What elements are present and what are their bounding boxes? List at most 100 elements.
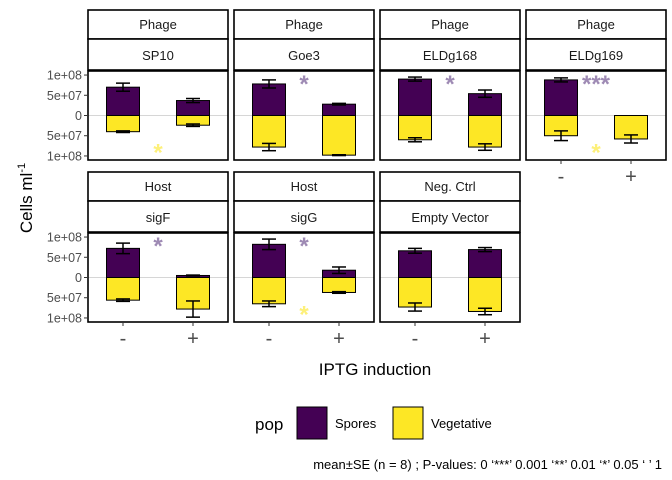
bar-vegetative xyxy=(106,277,140,301)
facet-strip-inner xyxy=(379,38,521,71)
y-tick-label: 1e+08 xyxy=(47,311,82,325)
panel-border xyxy=(379,232,521,323)
x-axis-title: IPTG induction xyxy=(319,360,431,379)
bar-vegetative xyxy=(398,115,432,141)
bar-group-minus xyxy=(106,86,140,133)
significance-vegetative: * xyxy=(299,302,309,329)
bar-vegetative xyxy=(322,115,356,156)
facet-strip-outer xyxy=(379,9,521,40)
facet-strip-inner xyxy=(525,38,667,71)
x-tick-label: - xyxy=(266,328,273,350)
significance-spores: * xyxy=(299,71,309,98)
bar-group-minus xyxy=(398,78,432,141)
bar-spores xyxy=(544,79,578,116)
facet-strip-inner-label: Empty Vector xyxy=(411,210,489,225)
y-tick-label: 1e+08 xyxy=(47,149,82,163)
bar-group-plus xyxy=(468,93,502,148)
error-bar-vegetative xyxy=(332,153,346,157)
bar-group-plus xyxy=(468,249,502,312)
legend: pop Spores Vegetative xyxy=(255,406,492,440)
facet-strip-inner-label: Goe3 xyxy=(288,48,320,63)
bar-vegetative xyxy=(468,115,502,148)
facet-strip-inner-label: sigG xyxy=(291,210,318,225)
facet-strip-inner xyxy=(87,200,229,233)
facet-strip-outer xyxy=(525,9,667,40)
y-tick-label: 5e+07 xyxy=(47,291,82,305)
panel-border xyxy=(233,70,375,161)
error-bar-spores xyxy=(332,102,346,106)
significance-spores: * xyxy=(299,233,309,260)
panel-border xyxy=(379,70,521,161)
facet-strip-inner-label: ELDg169 xyxy=(569,48,623,63)
error-bar-spores xyxy=(262,79,276,89)
error-bar-vegetative xyxy=(478,307,492,316)
error-bar-spores xyxy=(478,246,492,253)
significance-vegetative: * xyxy=(591,140,601,167)
bar-group-minus xyxy=(106,247,140,301)
error-bar-vegetative xyxy=(262,300,276,308)
error-bar-vegetative xyxy=(186,300,200,318)
bar-spores xyxy=(468,249,502,279)
y-tick-label: 5e+07 xyxy=(47,251,82,265)
facet-strip-outer-label: Phage xyxy=(577,17,615,32)
panel-border xyxy=(233,232,375,323)
bar-spores xyxy=(252,83,286,117)
facet-strip-outer-label: Neg. Ctrl xyxy=(424,179,475,194)
error-bar-vegetative xyxy=(332,290,346,295)
error-bar-vegetative xyxy=(624,134,638,144)
caption: mean±SE (n = 8) ; P-values: 0 ‘***’ 0.00… xyxy=(313,457,662,472)
bar-group-plus xyxy=(176,100,210,126)
legend-key-vegetative xyxy=(392,406,424,440)
facet-strip-outer xyxy=(233,171,375,202)
error-bar-spores xyxy=(408,247,422,254)
bar-group-minus xyxy=(398,250,432,308)
facet-strip-outer xyxy=(87,171,229,202)
bar-group-minus xyxy=(252,83,286,148)
legend-label-vegetative: Vegetative xyxy=(431,416,492,431)
significance-spores: * xyxy=(445,71,455,98)
facet-strip-outer-label: Host xyxy=(291,179,318,194)
y-tick-label: 0 xyxy=(75,271,82,285)
legend-label-spores: Spores xyxy=(335,416,377,431)
facet-strip-outer-label: Phage xyxy=(139,17,177,32)
error-bar-spores xyxy=(116,242,130,255)
legend-key-spores xyxy=(296,406,328,440)
facet-strip-inner-label: SP10 xyxy=(142,48,174,63)
error-bar-spores xyxy=(116,82,130,92)
bar-group-minus xyxy=(252,243,286,305)
x-tick-label: - xyxy=(120,328,127,350)
error-bar-spores xyxy=(408,76,422,82)
bar-group-plus xyxy=(322,103,356,156)
y-tick-label: 0 xyxy=(75,109,82,123)
bar-spores xyxy=(322,103,356,117)
error-bar-spores xyxy=(332,266,346,275)
x-tick-label: - xyxy=(558,166,565,188)
error-bar-vegetative xyxy=(408,302,422,312)
error-bar-vegetative xyxy=(408,137,422,143)
error-bar-spores xyxy=(186,274,200,277)
facet-strip-outer-label: Phage xyxy=(285,17,323,32)
x-tick-label: + xyxy=(333,328,345,350)
error-bar-spores xyxy=(186,97,200,104)
legend-title: pop xyxy=(255,415,283,434)
error-bar-spores xyxy=(478,89,492,99)
significance-spores: *** xyxy=(582,71,611,98)
facet-strip-inner-label: ELDg168 xyxy=(423,48,477,63)
error-bar-vegetative xyxy=(262,142,276,152)
bar-spores xyxy=(398,250,432,279)
y-tick-label: 5e+07 xyxy=(47,129,82,143)
y-axis-title: Cells ml-1 xyxy=(16,163,36,233)
facet-strip-inner xyxy=(233,38,375,71)
facet-strip-outer xyxy=(87,9,229,40)
facet-strip-inner-label: sigF xyxy=(146,210,171,225)
y-axis-title-superscript: -1 xyxy=(16,163,28,173)
error-bar-spores xyxy=(554,77,568,83)
bar-vegetative xyxy=(252,115,286,148)
significance-vegetative: * xyxy=(153,140,163,167)
panel-border xyxy=(525,70,667,161)
facet-strip-inner xyxy=(379,200,521,233)
bar-vegetative xyxy=(322,277,356,293)
x-tick-label: + xyxy=(479,328,491,350)
error-bar-vegetative xyxy=(554,130,568,142)
